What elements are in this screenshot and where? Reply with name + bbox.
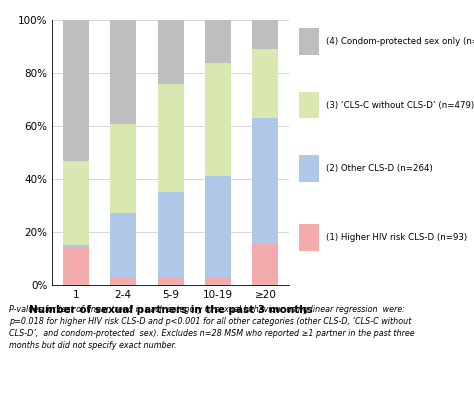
Bar [299, 28, 319, 55]
Bar [157, 20, 184, 84]
Bar [299, 155, 319, 182]
Bar [252, 118, 279, 243]
Bar [110, 20, 137, 124]
Bar [63, 161, 89, 245]
Text: P-values for test of linear trend in each category of sexual behaviour using lin: P-values for test of linear trend in eac… [9, 305, 415, 350]
Bar [110, 277, 137, 285]
Bar [205, 20, 231, 63]
Text: (3) ‘CLS-C without CLS-D’ (n=479): (3) ‘CLS-C without CLS-D’ (n=479) [326, 101, 474, 109]
Bar [205, 277, 231, 285]
Bar [63, 248, 89, 285]
Text: (4) Condom-protected sex only (n=556): (4) Condom-protected sex only (n=556) [326, 37, 474, 46]
Text: (2) Other CLS-D (n=264): (2) Other CLS-D (n=264) [326, 164, 433, 173]
Bar [157, 193, 184, 277]
Bar [63, 20, 89, 161]
Bar [157, 84, 184, 193]
X-axis label: Number of sexual partners in the past 3 months: Number of sexual partners in the past 3 … [29, 305, 312, 315]
Bar [252, 20, 279, 50]
Bar [157, 277, 184, 285]
Bar [252, 243, 279, 285]
Bar [110, 124, 137, 213]
Bar [299, 224, 319, 251]
Bar [205, 63, 231, 177]
Text: (1) Higher HIV risk CLS-D (n=93): (1) Higher HIV risk CLS-D (n=93) [326, 233, 467, 242]
Bar [252, 50, 279, 118]
Bar [63, 245, 89, 248]
Bar [299, 92, 319, 118]
Bar [110, 214, 137, 277]
Bar [205, 177, 231, 277]
